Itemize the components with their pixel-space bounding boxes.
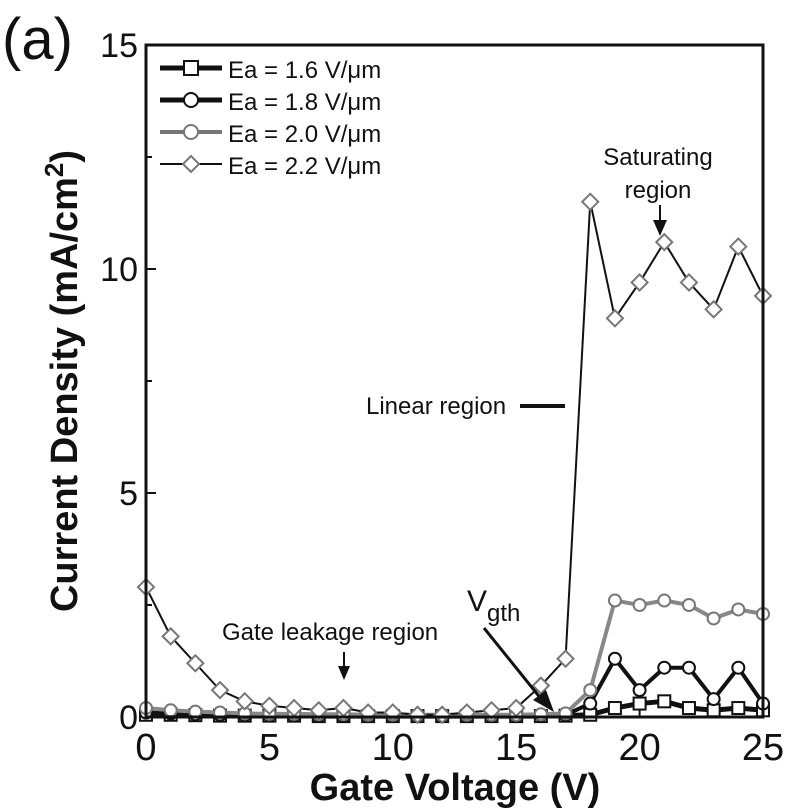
legend-label-2: Ea = 1.8 V/μm	[228, 89, 381, 116]
series-1-point-22	[681, 701, 696, 716]
y-axis-label: Current Density (mA/cm2)	[39, 150, 86, 612]
annotation-leakage: Gate leakage region	[222, 619, 438, 646]
series-4-point-20	[630, 273, 650, 292]
series-2-point-18	[583, 696, 598, 711]
series-2-point-24	[731, 660, 746, 675]
series-1-point-24	[731, 701, 746, 716]
series-3-point-21	[657, 593, 672, 608]
x-axis-label: Gate Voltage (V)	[310, 767, 601, 809]
leakage-arrowhead	[338, 666, 350, 680]
annotation-linear: Linear region	[366, 393, 506, 420]
x-tick-label-5: 25	[742, 727, 784, 769]
vgth-main: V	[467, 585, 487, 618]
series-3-point-16	[533, 707, 548, 722]
y-label-sup: 2	[39, 163, 69, 177]
axis-ticks: 0 5 10 15 20 25 0 5 10 15	[100, 27, 784, 769]
series-4-point-17	[556, 649, 575, 669]
x-tick-label-4: 20	[618, 727, 660, 769]
y-tick-label-3: 15	[100, 27, 138, 65]
series-4-point-21	[654, 232, 674, 252]
series-4-point-19	[605, 308, 625, 328]
series-4-point-3	[210, 680, 230, 700]
series-3-point-22	[681, 598, 696, 612]
series-4-point-16	[531, 676, 551, 696]
series-4-point-24	[728, 237, 748, 257]
series-2-point-22	[681, 660, 696, 675]
y-tick-label-0: 0	[119, 699, 138, 737]
series-3-point-23	[706, 611, 721, 626]
series-3-point-20	[632, 598, 647, 612]
legend-item-1: Ea = 1.6 V/μm	[160, 57, 381, 84]
saturating-arrowhead	[653, 220, 667, 236]
series-1-point-21	[657, 694, 672, 709]
legend-item-2: Ea = 1.8 V/μm	[160, 89, 381, 116]
series-4-point-1	[161, 626, 181, 646]
x-tick-label-1: 5	[259, 727, 280, 769]
annotation-vgth: Vgth	[467, 585, 520, 627]
y-tick-label-1: 5	[119, 475, 138, 513]
series-4-point-4	[235, 691, 255, 711]
y-label-close: )	[44, 150, 86, 163]
legend-item-4: Ea = 2.2 V/μm	[160, 153, 381, 180]
vgth-sub: gth	[487, 600, 520, 627]
series-2-point-23	[706, 692, 721, 707]
vgth-arrow	[482, 627, 544, 701]
series-4-point-23	[704, 299, 724, 319]
series-4-point-5	[259, 696, 279, 716]
series-4-point-11	[408, 705, 427, 725]
annotation-saturating-line1: Saturating	[603, 144, 712, 171]
series-1-point-19	[607, 701, 622, 716]
plot-frame	[144, 43, 765, 719]
series-3-point-19	[607, 593, 622, 608]
legend-label-4: Ea = 2.2 V/μm	[228, 153, 381, 180]
legend-label-3: Ea = 2.0 V/μm	[228, 121, 381, 148]
series-3-point-24	[731, 602, 746, 617]
legend: Ea = 1.6 V/μm Ea = 1.8 V/μm Ea = 2.0 V/μ…	[160, 57, 381, 180]
y-label-main: Current Density (mA/cm	[44, 177, 86, 612]
series-3-point-18	[583, 683, 598, 698]
panel-label: (a)	[2, 7, 73, 72]
series-2-point-20	[632, 683, 647, 698]
legend-label-1: Ea = 1.6 V/μm	[228, 57, 381, 84]
series-4-point-18	[580, 192, 600, 212]
series-3-point-1	[163, 703, 178, 718]
series-2-point-19	[607, 651, 622, 666]
x-tick-label-2: 10	[372, 727, 414, 769]
series-4-point-22	[679, 273, 699, 292]
series-4-point-12	[432, 705, 452, 725]
series-1-point-20	[632, 696, 647, 711]
vgth-arrowhead	[533, 690, 554, 712]
x-tick-label-3: 15	[495, 727, 537, 769]
series-4-point-2	[185, 653, 205, 673]
x-tick-label-0: 0	[135, 727, 156, 769]
series-2-point-21	[657, 660, 672, 675]
y-tick-label-2: 10	[100, 251, 138, 289]
annotation-saturating-line2: region	[625, 177, 692, 204]
legend-item-3: Ea = 2.0 V/μm	[160, 121, 381, 148]
